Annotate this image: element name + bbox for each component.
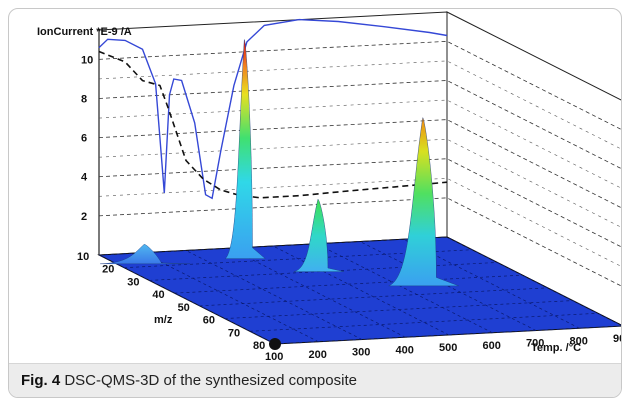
y-tick-label: 10 bbox=[77, 251, 89, 263]
y-tick-label: 60 bbox=[203, 315, 215, 327]
floor-gridline-y bbox=[249, 312, 598, 332]
y-tick-label: 70 bbox=[228, 327, 240, 339]
z-axis-title: IonCurrent *E-9 /A bbox=[37, 26, 132, 38]
z-tick-label: 10 bbox=[81, 54, 93, 66]
floor-gridline-x bbox=[446, 236, 621, 326]
caption-text: DSC-QMS-3D of the synthesized composite bbox=[64, 372, 357, 389]
x-tick-label: 200 bbox=[309, 349, 327, 361]
x-tick-labels: 100 200 300 400 500 600 700 800 900 bbox=[265, 333, 621, 363]
x-tick-label: 500 bbox=[439, 342, 457, 354]
floor-gridline-x bbox=[185, 250, 363, 340]
floor-gridline-x bbox=[316, 243, 493, 334]
floor-gridline-y bbox=[174, 274, 523, 294]
floor-gridline-y bbox=[199, 287, 548, 307]
y-tick-label: 40 bbox=[152, 289, 164, 301]
floor-gridline-y bbox=[224, 300, 573, 319]
x-tick-label: 300 bbox=[352, 347, 370, 359]
figure-caption: Fig. 4 DSC-QMS-3D of the synthesized com… bbox=[9, 363, 621, 397]
dsc-curve bbox=[98, 18, 448, 200]
x-axis-title: Temp. /°C bbox=[531, 342, 581, 354]
floor-gridline-x bbox=[272, 245, 450, 336]
peak-orange bbox=[388, 117, 459, 287]
z-tick-label: 6 bbox=[81, 133, 87, 145]
z-gridline bbox=[98, 119, 621, 209]
x-tick-label: 800 bbox=[570, 335, 588, 347]
surface-chart: 100 200 300 400 500 600 700 800 900 10 20 30 40 50 60… bbox=[37, 11, 621, 363]
back-walls bbox=[98, 11, 621, 326]
y-tick-label: 20 bbox=[102, 264, 114, 276]
y-tick-label: 30 bbox=[127, 276, 139, 288]
figure-label: Fig. 4 bbox=[21, 372, 61, 389]
floor-plane bbox=[97, 236, 621, 345]
z-tick-label: 8 bbox=[81, 93, 87, 105]
z-gridlines bbox=[98, 40, 621, 287]
x-tick-label: 700 bbox=[526, 338, 544, 350]
figure-frame: 100 200 300 400 500 600 700 800 900 10 20 30 40 50 60… bbox=[8, 8, 622, 398]
origin-marker bbox=[269, 338, 281, 350]
z-gridline bbox=[98, 80, 621, 169]
z-gridline bbox=[98, 40, 621, 130]
floor-gridline-x bbox=[142, 252, 319, 343]
x-tick-label: 400 bbox=[396, 344, 414, 356]
floor-gridline-y bbox=[274, 325, 621, 345]
z-gridline bbox=[98, 197, 621, 287]
peaks bbox=[100, 39, 459, 287]
z-gridline bbox=[98, 158, 621, 248]
y-axis-title: m/z bbox=[154, 314, 173, 326]
peak-cyan bbox=[100, 244, 191, 265]
back-wall bbox=[98, 11, 448, 256]
x-tick-label: 900 bbox=[613, 333, 621, 345]
z-tick-label: 2 bbox=[81, 211, 87, 223]
x-tick-label: 100 bbox=[265, 351, 283, 363]
z-tick-labels: 2 4 6 8 10 bbox=[81, 54, 93, 223]
curves bbox=[98, 18, 448, 200]
tg-curve bbox=[98, 50, 448, 199]
floor-gridline-y bbox=[98, 236, 448, 256]
floor-gridline-x bbox=[229, 247, 406, 338]
peak-green bbox=[293, 199, 344, 272]
peak-red bbox=[224, 39, 266, 259]
y-tick-labels: 10 20 30 40 50 60 70 80 bbox=[77, 251, 265, 352]
y-tick-label: 50 bbox=[178, 302, 190, 314]
floor-gridline-x bbox=[98, 254, 276, 345]
z-tick-label: 4 bbox=[81, 172, 88, 184]
x-tick-label: 600 bbox=[483, 340, 501, 352]
y-tick-label: 80 bbox=[253, 340, 265, 352]
